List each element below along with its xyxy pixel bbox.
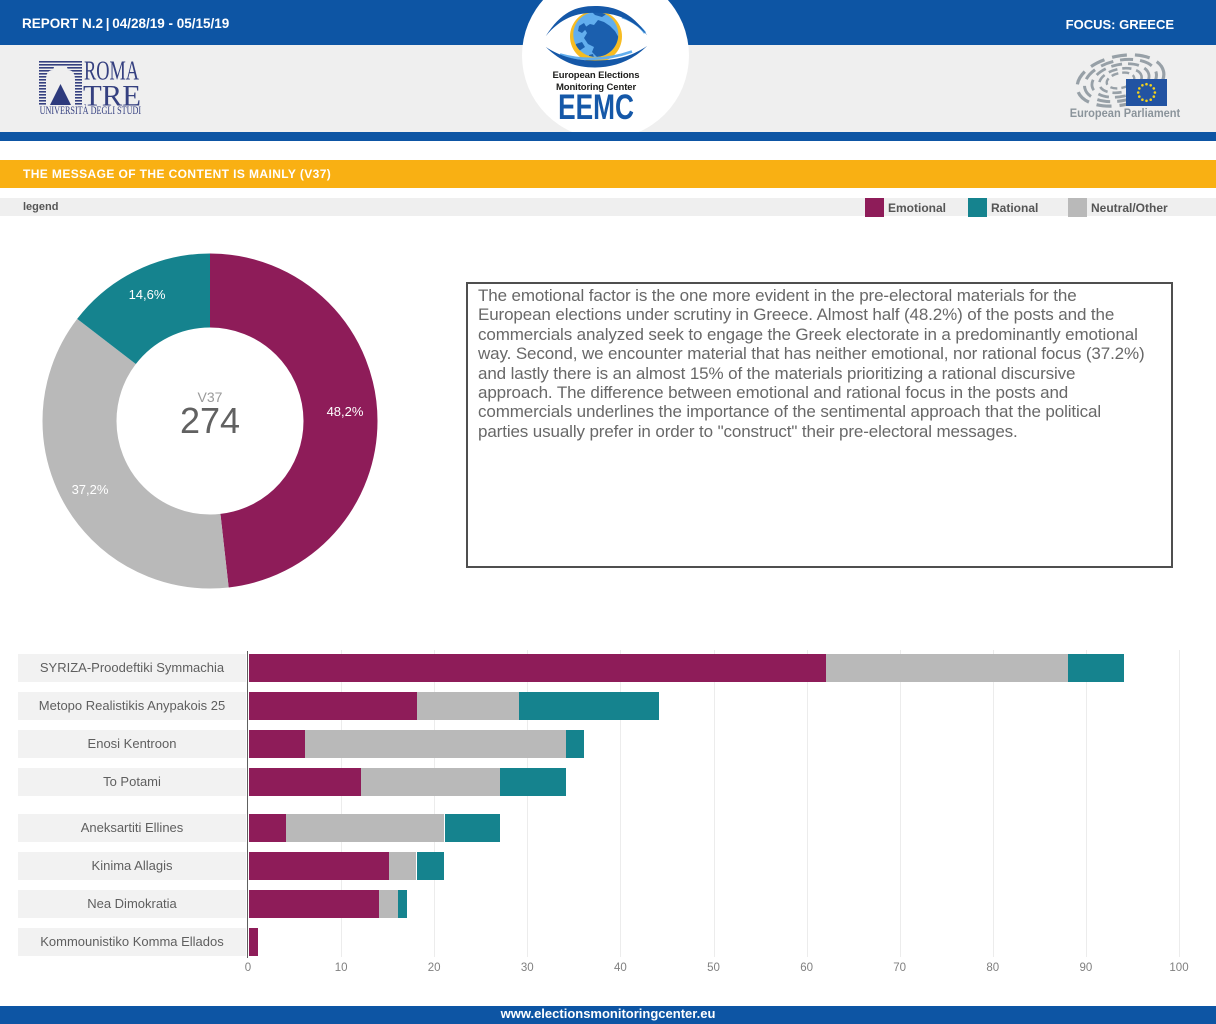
- svg-text:ROMA: ROMA: [84, 58, 139, 86]
- svg-text:UNIVERSITÀ DEGLI STUDI: UNIVERSITÀ DEGLI STUDI: [40, 105, 142, 117]
- svg-text:48,2%: 48,2%: [327, 404, 364, 419]
- svg-text:14,6%: 14,6%: [129, 287, 166, 302]
- svg-text:274: 274: [180, 400, 240, 441]
- svg-text:37,2%: 37,2%: [72, 482, 109, 497]
- svg-text:V37: V37: [198, 389, 223, 405]
- svg-text:TRE: TRE: [83, 79, 141, 112]
